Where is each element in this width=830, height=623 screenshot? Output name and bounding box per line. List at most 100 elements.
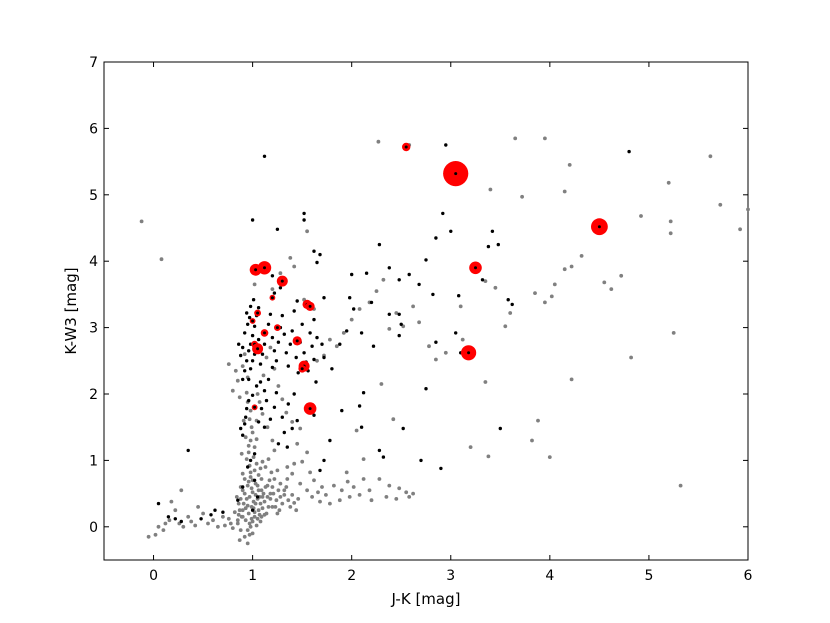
gray-point-199 [256, 508, 261, 513]
gray-point-214 [286, 498, 291, 503]
black-point-6 [486, 244, 491, 249]
black-point-29 [348, 296, 352, 300]
gray-point-122 [167, 518, 172, 523]
black-point-125 [284, 351, 288, 355]
gray-point-209 [276, 488, 281, 493]
gray-point-250 [263, 485, 268, 489]
gray-point-53 [547, 455, 552, 459]
gray-point-10 [666, 180, 671, 185]
black-point-19 [496, 242, 500, 247]
black-point-34 [302, 218, 306, 222]
gray-point-38 [411, 304, 415, 309]
black-point-117 [268, 312, 273, 316]
gray-point-128 [216, 524, 220, 529]
black-point-90 [252, 452, 257, 456]
black-point-95 [254, 384, 259, 388]
gray-point-203 [264, 511, 269, 516]
gray-point-112 [242, 534, 247, 539]
black-point-14 [397, 278, 401, 282]
black-point-27 [369, 300, 374, 305]
black-point-131 [296, 371, 300, 375]
gray-point-124 [181, 524, 186, 529]
black-point-3 [627, 149, 631, 154]
gray-point-205 [268, 491, 273, 496]
gray-point-4 [513, 136, 518, 141]
gray-point-70 [379, 382, 384, 386]
black-point-99 [247, 349, 251, 353]
black-point-60 [377, 448, 382, 453]
gray-point-270 [270, 438, 275, 443]
gray-point-35 [434, 357, 438, 362]
gray-point-272 [240, 488, 245, 493]
gray-point-12 [718, 202, 723, 207]
black-point-157 [264, 398, 269, 403]
gray-point-93 [275, 468, 280, 473]
black-point-55 [454, 331, 458, 335]
black-point-138 [310, 344, 314, 348]
gray-point-169 [237, 395, 242, 400]
gray-point-71 [391, 417, 396, 422]
gray-point-58 [486, 454, 491, 459]
gray-point-273 [238, 497, 243, 501]
x-tick-label-1: 1 [248, 568, 257, 584]
gray-point-15 [639, 214, 643, 218]
gray-point-240 [235, 521, 240, 526]
gray-point-54 [536, 418, 540, 423]
gray-point-206 [270, 485, 275, 489]
gray-point-269 [265, 425, 270, 430]
black-point-10 [434, 236, 438, 240]
black-point-68 [322, 458, 326, 463]
black-point-141 [258, 380, 263, 384]
black-point-16 [377, 242, 382, 247]
black-point-118 [270, 335, 275, 340]
red-marker-center-11 [251, 319, 255, 323]
y-tick-label-0: 0 [89, 520, 98, 536]
black-point-87 [241, 485, 245, 489]
y-tick-label-7: 7 [89, 55, 98, 71]
black-point-106 [243, 331, 247, 335]
black-point-74 [282, 430, 286, 435]
black-point-25 [399, 322, 403, 326]
black-point-83 [209, 513, 213, 517]
gray-point-185 [324, 493, 328, 497]
gray-point-195 [248, 524, 253, 529]
gray-point-18 [619, 273, 624, 278]
black-point-82 [199, 517, 203, 521]
gray-point-178 [280, 397, 285, 402]
black-point-105 [246, 322, 250, 326]
gray-point-30 [493, 285, 498, 290]
black-point-139 [312, 357, 316, 362]
gray-point-116 [247, 521, 252, 526]
x-tick-label-0: 0 [149, 568, 158, 584]
black-point-92 [244, 415, 248, 419]
black-point-39 [278, 286, 283, 290]
black-point-77 [186, 448, 190, 453]
y-tick-label-2: 2 [89, 387, 98, 403]
gray-point-184 [316, 490, 320, 495]
black-point-145 [274, 391, 279, 395]
gray-point-134 [246, 511, 251, 516]
gray-point-138 [258, 501, 263, 506]
black-point-113 [260, 352, 265, 356]
black-point-93 [247, 398, 251, 403]
gray-point-210 [278, 481, 283, 486]
gray-point-179 [284, 410, 289, 415]
gray-point-49 [328, 337, 332, 342]
black-point-45 [320, 342, 324, 346]
gray-point-170 [235, 378, 240, 383]
gray-point-25 [549, 294, 554, 299]
gray-point-212 [282, 493, 287, 497]
gray-point-9 [488, 187, 493, 192]
gray-point-87 [305, 450, 309, 455]
gray-point-115 [250, 531, 255, 536]
gray-point-280 [318, 499, 322, 504]
gray-point-107 [228, 521, 233, 526]
black-point-12 [417, 282, 421, 287]
black-point-49 [345, 329, 349, 333]
gray-point-156 [236, 501, 241, 506]
gray-point-161 [241, 418, 246, 423]
gray-point-121 [163, 521, 168, 526]
black-point-38 [270, 274, 275, 278]
gray-point-143 [248, 475, 253, 479]
gray-point-153 [254, 437, 259, 442]
